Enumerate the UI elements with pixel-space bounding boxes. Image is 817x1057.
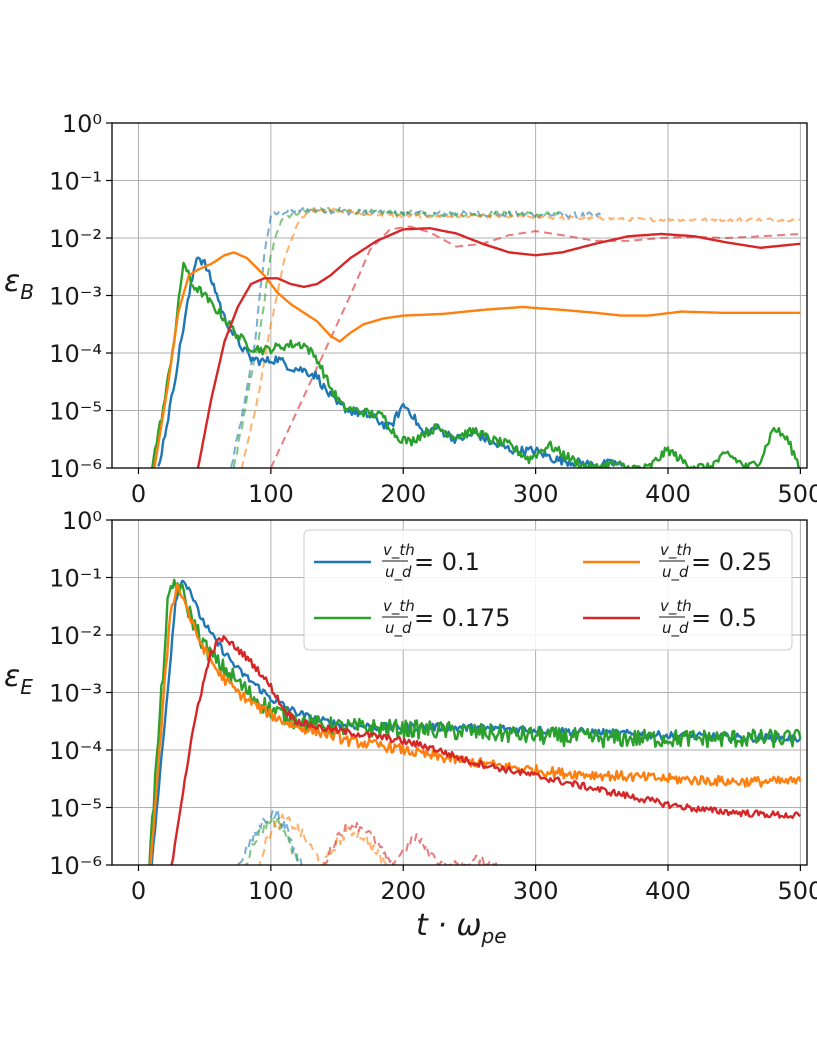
x-tick-label: 100 [248, 480, 294, 508]
legend-frac-top: v_th [660, 541, 692, 560]
top-panel: 0 100 200 300 400 500 10⁰ 10⁻¹ 10⁻² 10⁻³ 10⁻⁴ 10⁻⁵ 1… [4, 110, 817, 508]
series-line-vth-ud-0.25-dashed- [258, 813, 389, 865]
x-tick-label: 0 [131, 480, 146, 508]
legend-frac-top: v_th [383, 597, 415, 616]
top-y-axis-label: εB [4, 264, 34, 304]
legend-entry-0.25: v_th u_d = 0.25 [583, 541, 772, 582]
series-line-vth-ud-0.1-dashed- [237, 807, 304, 865]
legend: v_th u_d = 0.1 v_th u_d = 0.25 v_th u_d … [303, 529, 793, 651]
series-line-vth-ud-0.1-dashed- [230, 206, 603, 468]
series-line-vth-ud-0.25-dashed- [240, 207, 801, 468]
y-tick-label: 10⁻⁴ [49, 737, 102, 765]
y-tick-label: 10⁻³ [49, 680, 102, 708]
x-tick-label: 300 [513, 877, 559, 905]
legend-frac-bottom: u_d [662, 619, 689, 638]
series-line-vth-ud-0.5-dashed- [322, 821, 503, 865]
x-tick-label: 500 [777, 877, 817, 905]
y-tick-label: 10⁰ [62, 110, 102, 138]
y-tick-label: 10⁻⁶ [49, 852, 102, 880]
x-tick-label: 0 [131, 877, 146, 905]
y-tick-label: 10⁻³ [49, 283, 102, 311]
legend-value: = 0.5 [691, 604, 757, 632]
legend-entry-0.5: v_th u_d = 0.5 [583, 597, 757, 638]
x-tick-label: 400 [645, 877, 691, 905]
legend-frac-bottom: u_d [662, 563, 689, 582]
bottom-series-lines [148, 578, 802, 865]
legend-frac-bottom: u_d [385, 563, 412, 582]
top-tick-labels: 0 100 200 300 400 500 10⁰ 10⁻¹ 10⁻² 10⁻³ 10⁻⁴ 10⁻⁵ 1… [49, 110, 817, 508]
y-tick-label: 10⁻¹ [49, 168, 102, 196]
y-tick-label: 10⁻⁶ [49, 455, 102, 483]
bottom-tick-labels: 0 100 200 300 400 500 10⁰ 10⁻¹ 10⁻² 10⁻³ 10⁻⁴ 10⁻⁵ 1… [49, 507, 817, 905]
legend-frac-top: v_th [383, 541, 415, 560]
y-tick-label: 10⁻¹ [49, 565, 102, 593]
x-tick-label: 400 [645, 480, 691, 508]
y-tick-label: 10⁻² [49, 225, 102, 253]
series-line-vth-ud-0.5 [196, 227, 801, 468]
y-tick-label: 10⁻⁵ [49, 398, 102, 426]
y-tick-label: 10⁻² [49, 622, 102, 650]
series-line-vth-ud-0.5 [170, 635, 802, 865]
series-line-vth-ud-0.5-dashed- [269, 225, 801, 468]
legend-value: = 0.1 [414, 548, 480, 576]
series-line-vth-ud-0.175 [148, 578, 802, 865]
series-line-vth-ud-0.1 [157, 256, 629, 468]
y-tick-label: 10⁻⁵ [49, 795, 102, 823]
legend-frac-bottom: u_d [385, 619, 412, 638]
top-series-lines [151, 205, 801, 468]
y-tick-label: 10⁰ [62, 507, 102, 535]
legend-frac-top: v_th [660, 597, 692, 616]
x-axis-label: t · ωpe [416, 908, 507, 948]
legend-entry-0.175: v_th u_d = 0.175 [314, 597, 510, 638]
legend-box [303, 529, 793, 651]
bottom-y-axis-label: εE [4, 659, 33, 699]
legend-value: = 0.25 [691, 548, 772, 576]
x-tick-label: 200 [380, 480, 426, 508]
bottom-panel: 0 100 200 300 400 500 10⁰ 10⁻¹ 10⁻² 10⁻³ 10⁻⁴ 10⁻⁵ 1… [4, 507, 817, 948]
x-tick-label: 100 [248, 877, 294, 905]
series-line-vth-ud-0.175-dashed- [232, 205, 563, 468]
series-line-vth-ud-0.175-dashed- [244, 815, 300, 865]
x-tick-label: 200 [380, 877, 426, 905]
x-tick-label: 500 [777, 480, 817, 508]
legend-value: = 0.175 [414, 604, 510, 632]
series-line-vth-ud-0.25 [153, 251, 801, 468]
legend-entry-0.1: v_th u_d = 0.1 [314, 541, 480, 582]
y-tick-label: 10⁻⁴ [49, 340, 102, 368]
series-line-vth-ud-0.175 [151, 261, 801, 468]
x-tick-label: 300 [513, 480, 559, 508]
